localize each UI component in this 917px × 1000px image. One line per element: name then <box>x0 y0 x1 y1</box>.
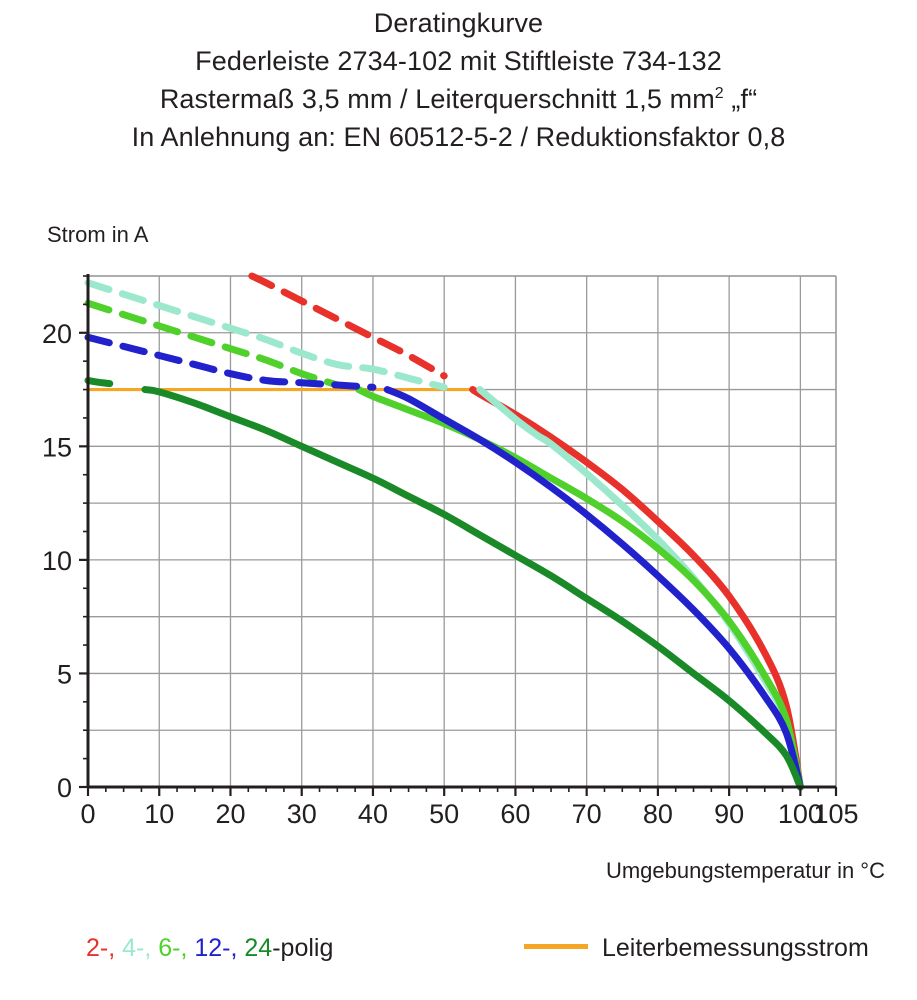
x-axis-title: Umgebungstemperatur in °C <box>605 858 885 883</box>
curve-24polig-dashed <box>84 376 128 389</box>
legend-pole-2: 2-, <box>86 934 123 962</box>
axes <box>86 274 836 789</box>
legend-pole-24: 24 <box>244 934 273 962</box>
x-tick-label: 70 <box>572 799 602 829</box>
x-tick-label: 0 <box>80 799 95 829</box>
x-tick-label: 80 <box>643 799 673 829</box>
x-tick-label: 10 <box>144 799 174 829</box>
title-line-3-superscript: 2 <box>714 85 724 102</box>
x-tick-label: 90 <box>714 799 744 829</box>
x-tick-label: 105 <box>813 799 858 829</box>
legend-pole-6: 6-, <box>158 934 195 962</box>
title-line-3-main: Rastermaß 3,5 mm / Leiterquerschnitt 1,5… <box>159 84 715 114</box>
x-tick-label: 50 <box>429 799 459 829</box>
legend-pole-12: 12-, <box>194 934 245 962</box>
curve-4polig-dashed <box>84 279 448 391</box>
title-line-4: In Anlehnung an: EN 60512-5-2 / Reduktio… <box>131 122 786 152</box>
rated-current-label: Leiterbemessungsstrom <box>602 934 869 962</box>
chart-title-block: Deratingkurve Federleiste 2734-102 mit S… <box>0 4 917 156</box>
curve-6polig-solid <box>355 386 804 791</box>
curve-6polig-dashed <box>84 299 341 389</box>
x-tick-label: 60 <box>500 799 530 829</box>
curves <box>84 272 804 791</box>
plot-area: 0 10 20 30 40 50 60 70 80 90 100 105 0 5 10 15 20 <box>42 272 859 829</box>
chart-legend: 2-, 4-, 6-, 12-, 24-polig Leiterbemessun… <box>0 934 917 978</box>
legend-rated-current: Leiterbemessungsstrom <box>524 934 869 963</box>
x-tick-label: 20 <box>215 799 245 829</box>
curve-24polig-solid <box>141 386 804 791</box>
tick-marks <box>79 275 838 796</box>
y-tick-label: 15 <box>42 432 72 462</box>
title-line-2: Federleiste 2734-102 mit Stiftleiste 734… <box>195 46 722 76</box>
legend-poles: 2-, 4-, 6-, 12-, 24-polig <box>86 934 333 963</box>
x-tick-label: 30 <box>287 799 317 829</box>
title-line-1: Deratingkurve <box>373 8 544 38</box>
title-line-3: Rastermaß 3,5 mm / Leiterquerschnitt 1,5… <box>0 80 917 118</box>
y-tick-label: 0 <box>57 773 72 803</box>
y-axis-title: Strom in A <box>47 222 149 247</box>
curve-12polig-dashed <box>84 333 377 391</box>
curve-2polig-dashed <box>248 272 448 380</box>
curve-4polig-solid <box>476 386 804 791</box>
legend-poles-suffix: -polig <box>272 934 334 962</box>
y-tick-label: 5 <box>57 659 72 689</box>
x-tick-label: 100 <box>778 799 823 829</box>
title-line-3-tail: „f“ <box>723 84 758 114</box>
x-tick-label: 40 <box>358 799 388 829</box>
curve-2polig-solid <box>469 386 804 791</box>
legend-pole-4: 4-, <box>122 934 159 962</box>
curve-12polig-solid <box>383 386 804 791</box>
rated-current-line-swatch <box>524 944 588 949</box>
y-tick-label: 10 <box>42 546 72 576</box>
y-tick-label: 20 <box>42 319 72 349</box>
grid-lines <box>88 275 837 787</box>
